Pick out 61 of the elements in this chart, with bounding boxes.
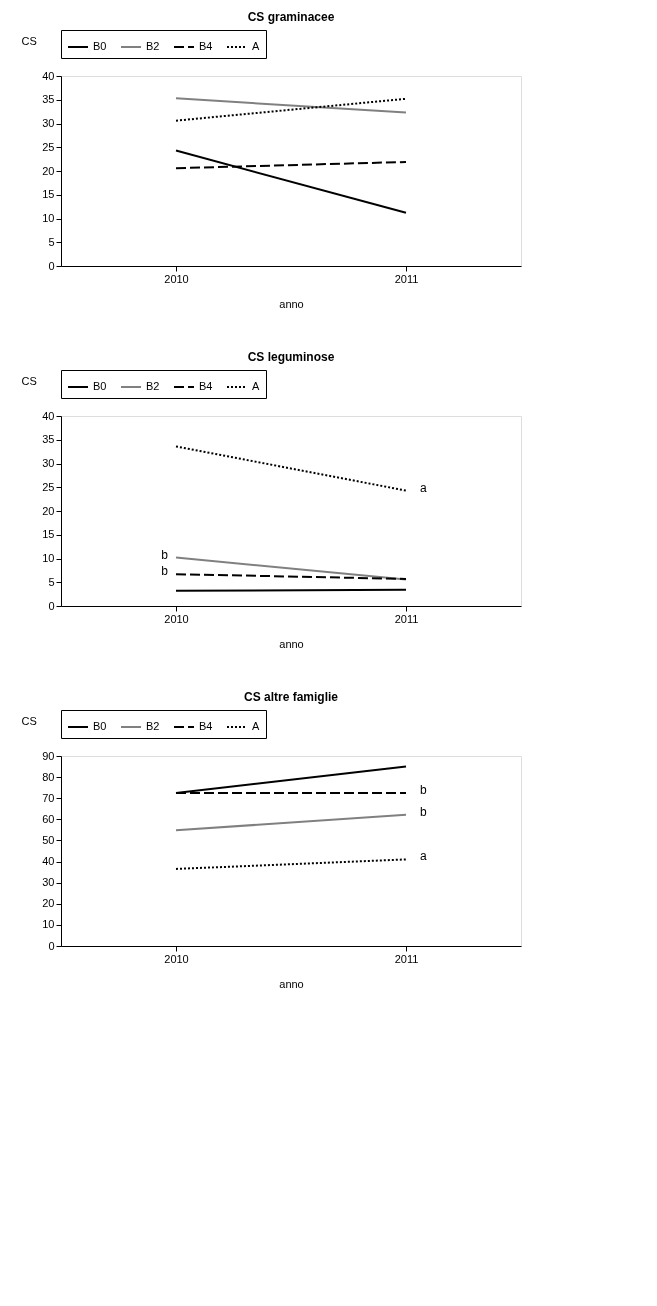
legend-label: B0 (93, 720, 107, 732)
y-tick-label: 15 (42, 188, 55, 201)
y-tick-label: 20 (42, 164, 55, 177)
legend-label: B2 (146, 380, 160, 392)
legend-label: B2 (146, 40, 160, 52)
y-tick-label: 0 (48, 939, 55, 952)
y-tick-label: 20 (42, 504, 55, 517)
x-tick-label: 2011 (394, 272, 419, 285)
x-tick-label: 2011 (394, 612, 419, 625)
legend-label: A (252, 380, 260, 392)
x-axis-title: anno (279, 637, 304, 650)
y-tick-label: 35 (42, 433, 55, 446)
y-tick-label: 10 (42, 552, 55, 564)
y-tick-label: 60 (42, 812, 55, 825)
y-axis-title: CS (21, 34, 37, 47)
annotation: b (161, 564, 169, 579)
x-axis-title: anno (279, 977, 304, 990)
y-tick-label: 20 (42, 897, 55, 910)
annotation: a (420, 480, 427, 495)
y-tick-label: 0 (48, 259, 55, 272)
legend-label: A (252, 40, 260, 52)
x-tick-label: 2010 (164, 272, 189, 285)
y-tick-label: 25 (42, 140, 55, 153)
x-axis-title: anno (279, 297, 304, 310)
y-tick-label: 50 (42, 833, 55, 846)
y-tick-label: 40 (42, 855, 55, 868)
y-tick-label: 5 (48, 575, 55, 588)
y-tick-label: 10 (42, 212, 55, 224)
y-tick-label: 25 (42, 480, 55, 493)
y-tick-label: 30 (42, 117, 55, 129)
chart-title: CS leguminose (247, 349, 335, 364)
chart-title: CS altre famiglie (243, 689, 339, 704)
y-tick-label: 40 (42, 69, 55, 82)
annotation: b (420, 782, 427, 797)
y-tick-label: 5 (48, 235, 55, 248)
y-tick-label: 90 (42, 749, 55, 762)
y-tick-label: 40 (42, 409, 55, 422)
legend-label: A (252, 720, 260, 732)
y-tick-label: 30 (42, 457, 55, 469)
y-tick-label: 80 (42, 770, 55, 783)
y-tick-label: 70 (42, 791, 55, 804)
x-tick-label: 2011 (394, 952, 419, 965)
y-tick-label: 0 (48, 599, 55, 612)
legend-label: B0 (93, 40, 107, 52)
annotation: b (161, 547, 169, 562)
y-tick-label: 35 (42, 93, 55, 106)
y-tick-label: 15 (42, 528, 55, 541)
x-tick-label: 2010 (164, 952, 189, 965)
legend-label: B0 (93, 380, 107, 392)
annotation: b (420, 804, 427, 819)
y-tick-label: 30 (42, 876, 55, 889)
legend-label: B2 (146, 720, 160, 732)
chart-title: CS graminacee (247, 9, 335, 24)
x-tick-label: 2010 (164, 612, 189, 625)
legend-label: B4 (199, 380, 213, 392)
y-axis-title: CS (21, 374, 37, 387)
legend-label: B4 (199, 40, 213, 52)
legend-label: B4 (199, 720, 213, 732)
y-tick-label: 10 (42, 918, 55, 931)
annotation: a (420, 849, 427, 864)
y-axis-title: CS (21, 714, 37, 727)
